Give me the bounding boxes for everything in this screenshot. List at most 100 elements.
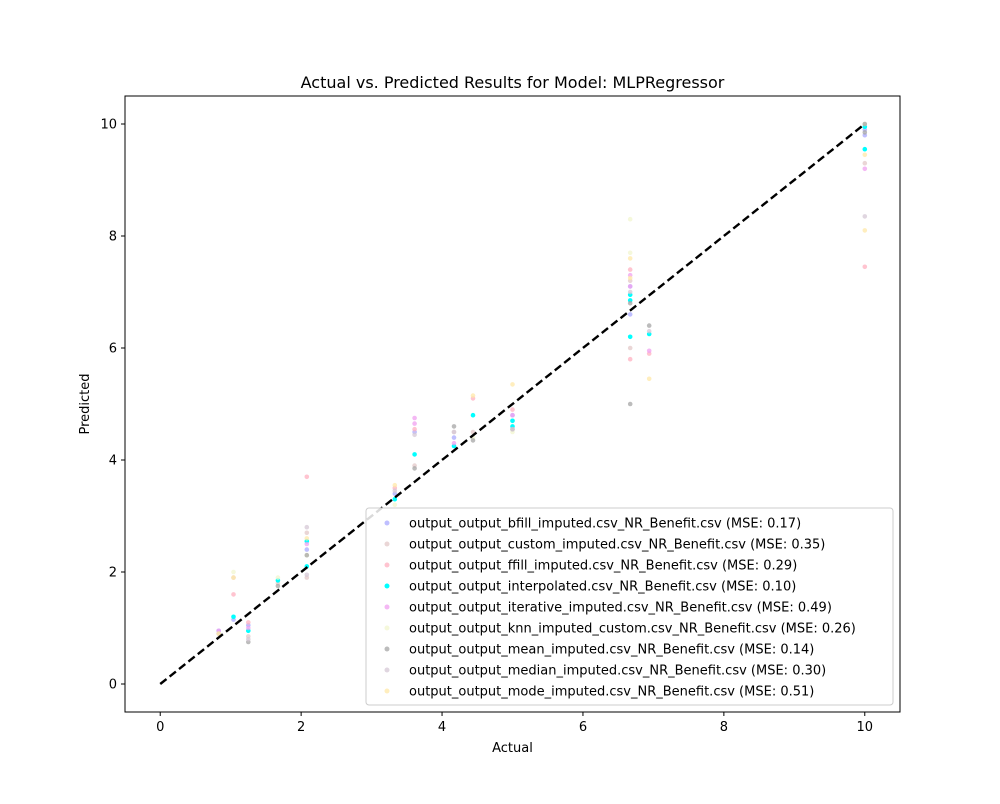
scatter-point — [646, 348, 652, 354]
legend-label: output_output_bfill_imputed.csv_NR_Benef… — [409, 517, 801, 532]
scatter-point — [627, 250, 633, 256]
scatter-point — [231, 575, 236, 580]
reference-line-layer — [159, 123, 866, 685]
legend-marker — [384, 667, 390, 673]
legend-label: output_output_knn_imputed_custom.csv_NR_… — [409, 622, 856, 637]
scatter-point — [304, 552, 310, 558]
legend-entry: output_output_ffill_imputed.csv_NR_Benef… — [384, 559, 797, 574]
scatter-point — [627, 356, 633, 362]
scatter-points — [216, 121, 868, 645]
legend-entry: output_output_bfill_imputed.csv_NR_Benef… — [384, 517, 801, 532]
legend-marker — [384, 646, 390, 652]
scatter-point — [627, 300, 633, 306]
scatter-point — [470, 393, 476, 398]
scatter-point — [304, 541, 310, 547]
scatter-point — [862, 214, 868, 219]
x-tick-label: 6 — [579, 720, 587, 735]
scatter-point — [392, 502, 398, 508]
scatter-point — [275, 575, 281, 580]
x-tick-label: 10 — [856, 720, 873, 735]
y-axis-label: Predicted — [78, 373, 93, 434]
y-tick-label: 10 — [100, 118, 117, 133]
legend-entry: output_output_knn_imputed_custom.csv_NR_… — [384, 622, 856, 637]
legend-marker — [384, 541, 390, 547]
scatter-point — [510, 426, 515, 432]
scatter-point — [412, 432, 417, 438]
scatter-point — [627, 312, 633, 317]
scatter-point — [510, 407, 515, 412]
scatter-point — [412, 426, 417, 432]
scatter-point — [246, 620, 251, 625]
scatter-point — [646, 328, 652, 334]
legend: output_output_bfill_imputed.csv_NR_Benef… — [365, 507, 894, 706]
legend-marker — [384, 688, 390, 694]
legend-marker — [384, 520, 390, 526]
legend-label: output_output_ffill_imputed.csv_NR_Benef… — [409, 559, 797, 574]
legend-marker — [384, 625, 390, 631]
scatter-point — [412, 452, 417, 457]
y-tick-label: 8 — [109, 230, 117, 245]
legend-label: output_output_mean_imputed.csv_NR_Benefi… — [409, 643, 814, 658]
scatter-point — [627, 289, 633, 295]
scatter-point — [470, 438, 476, 443]
scatter-point — [627, 256, 633, 261]
x-tick-label: 0 — [156, 720, 164, 735]
scatter-point — [510, 412, 515, 418]
legend-entry: output_output_mode_imputed.csv_NR_Benefi… — [384, 685, 814, 700]
scatter-point — [470, 412, 476, 418]
scatter-point — [627, 275, 633, 281]
scatter-point — [862, 228, 868, 233]
legend-label: output_output_interpolated.csv_NR_Benefi… — [409, 580, 796, 595]
chart-title: Actual vs. Predicted Results for Model: … — [301, 73, 725, 92]
scatter-point — [627, 401, 633, 407]
legend-box — [365, 507, 894, 706]
scatter-point — [451, 435, 457, 440]
scatter-point — [627, 267, 633, 272]
scatter-point — [862, 146, 868, 152]
legend-entry: output_output_interpolated.csv_NR_Benefi… — [384, 580, 796, 595]
scatter-point — [627, 334, 633, 340]
scatter-point — [646, 323, 652, 328]
legend-entry: output_output_iterative_imputed.csv_NR_B… — [384, 601, 832, 616]
scatter-point — [862, 160, 868, 166]
scatter-point — [275, 583, 281, 589]
axis-ticks: 0 2 4 6 8 10 0 2 4 6 8 10 — [100, 118, 873, 736]
scatter-point — [451, 440, 457, 446]
scatter-point — [627, 284, 633, 289]
x-axis-label: Actual — [492, 741, 533, 756]
scatter-point — [246, 636, 251, 642]
scatter-point — [862, 121, 868, 127]
legend-marker — [384, 583, 390, 589]
scatter-point — [304, 530, 310, 536]
legend-marker — [384, 562, 390, 568]
scatter-point — [862, 130, 868, 135]
scatter-point — [304, 572, 310, 578]
legend-entry: output_output_mean_imputed.csv_NR_Benefi… — [384, 643, 814, 658]
scatter-point — [231, 614, 236, 620]
scatter-point — [627, 216, 633, 222]
legend-label: output_output_mode_imputed.csv_NR_Benefi… — [409, 685, 814, 700]
legend-label: output_output_custom_imputed.csv_NR_Bene… — [409, 538, 825, 553]
scatter-point — [304, 547, 310, 552]
y-tick-label: 0 — [109, 678, 117, 693]
legend-label: output_output_median_imputed.csv_NR_Bene… — [409, 664, 826, 679]
legend-marker — [384, 604, 390, 610]
scatter-point — [862, 152, 868, 158]
scatter-point — [451, 424, 457, 429]
y-tick-label: 2 — [109, 566, 117, 581]
scatter-point — [412, 415, 417, 421]
scatter-point — [304, 474, 310, 480]
x-tick-label: 2 — [297, 720, 305, 735]
legend-entry: output_output_custom_imputed.csv_NR_Bene… — [384, 538, 825, 553]
x-tick-label: 8 — [720, 720, 728, 735]
scatter-point — [510, 418, 515, 424]
scatter-point — [862, 166, 868, 172]
scatter-point — [510, 382, 515, 387]
scatter-point — [646, 376, 652, 382]
x-tick-label: 4 — [438, 720, 446, 735]
y-tick-label: 4 — [109, 454, 117, 469]
scatter-point — [392, 482, 398, 488]
scatter-point — [231, 592, 236, 597]
